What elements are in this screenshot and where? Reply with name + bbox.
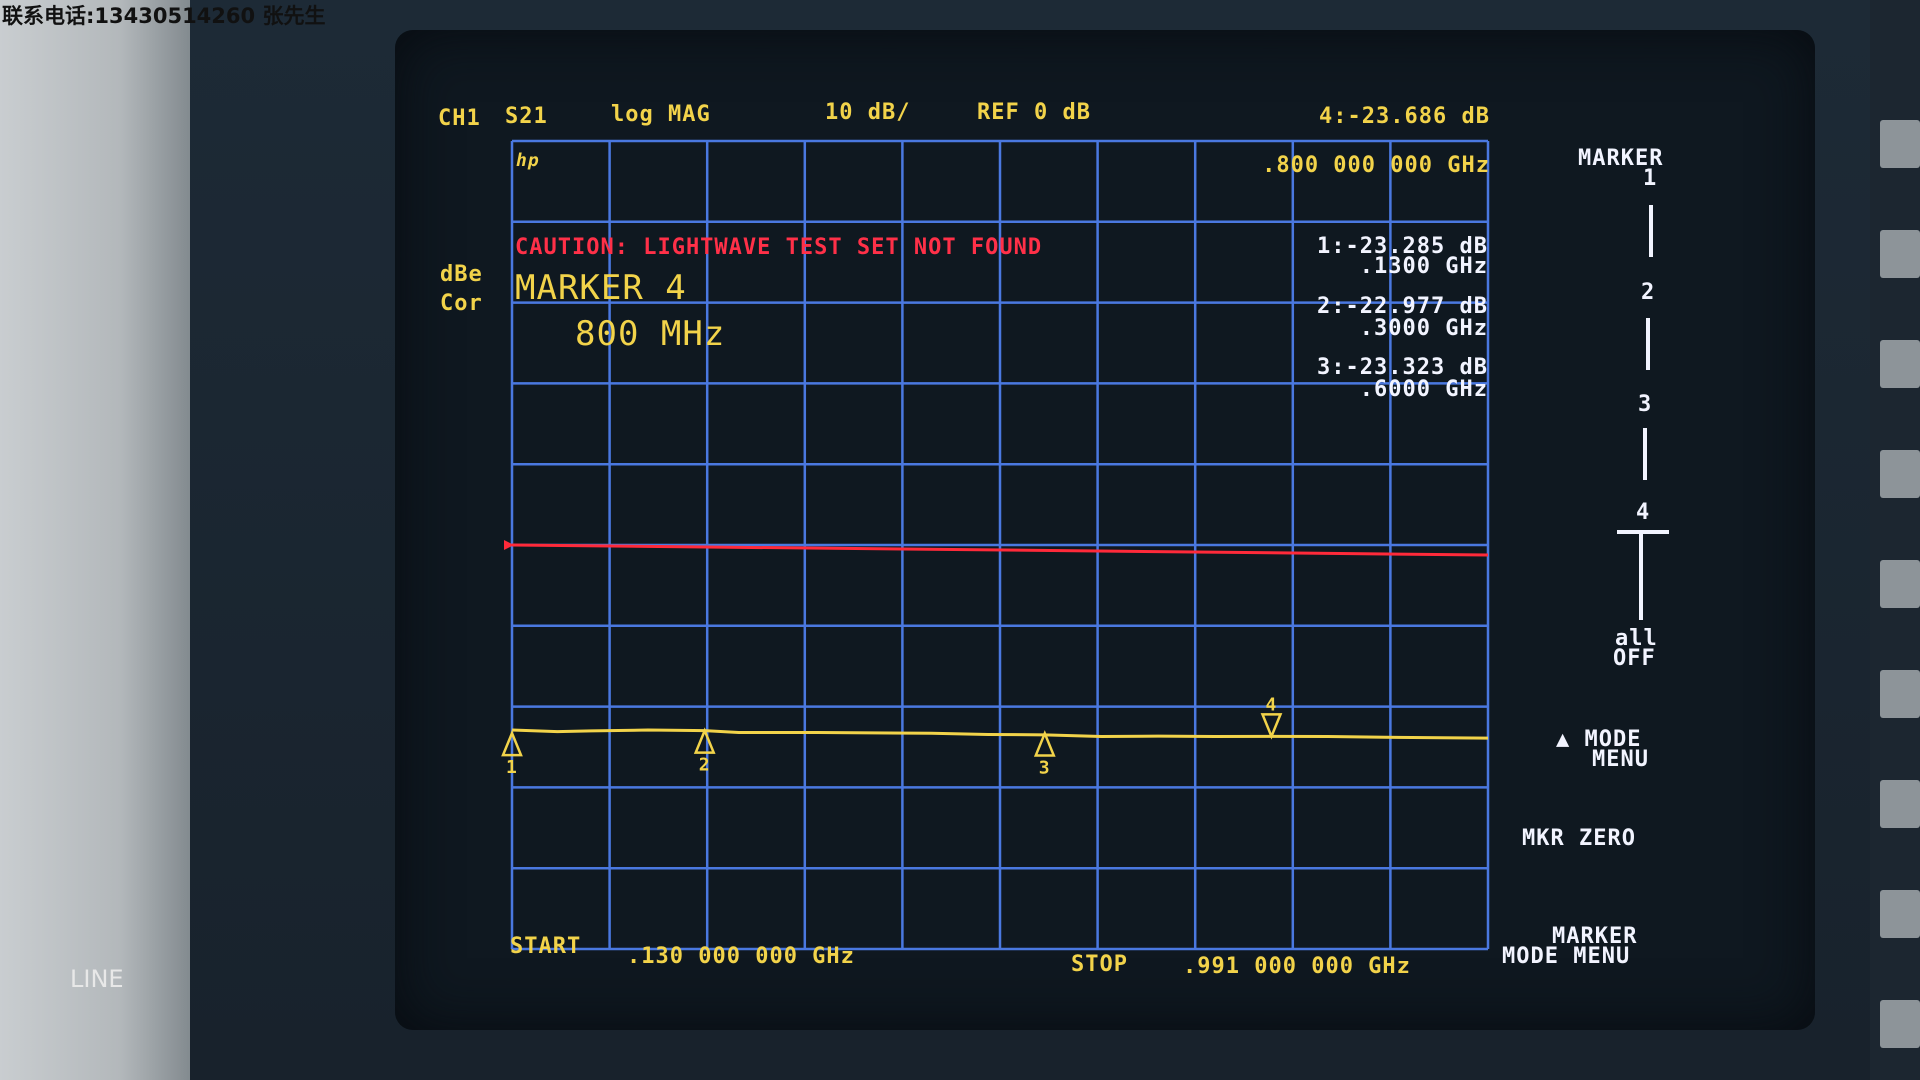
marker-3-triangle <box>1033 730 1056 757</box>
marker-2-label: 2 <box>699 755 710 776</box>
start-label: START <box>510 934 582 959</box>
entry-title: MARKER 4 <box>515 268 687 308</box>
marker-2-triangle <box>693 727 716 754</box>
active-marker-frequency: .800 000 000 GHz <box>1262 153 1490 178</box>
softkey-divider <box>1643 428 1647 480</box>
status-dbe: dBe <box>440 262 483 287</box>
softkey-marker-2[interactable]: 2 <box>1641 280 1656 305</box>
status-correction: Cor <box>440 291 483 316</box>
parameter-label: S21 <box>505 104 548 129</box>
entry-value: 800 MHz <box>575 314 726 354</box>
softkey-marker-mode-menu[interactable]: MARKER <box>1552 924 1638 949</box>
softkey-divider <box>1649 205 1653 257</box>
softkey-marker-3[interactable]: 3 <box>1638 392 1653 417</box>
active-softkey-indicator <box>1617 530 1669 534</box>
scale-label: 10 dB/ <box>825 100 911 125</box>
line-power-label: LINE <box>70 965 124 993</box>
softkey-marker-4[interactable]: 4 <box>1636 500 1651 525</box>
softkey-marker-title[interactable]: MARKER <box>1578 146 1664 171</box>
marker-3-freq: .6000 GHz <box>1359 377 1488 402</box>
softkey-button-4[interactable] <box>1880 450 1920 498</box>
marker-2-value: 2:-22.977 dB <box>1317 294 1488 319</box>
softkey-button-5[interactable] <box>1880 560 1920 608</box>
softkey-divider <box>1646 318 1650 370</box>
softkey-button-1[interactable] <box>1880 120 1920 168</box>
softkey-mode-menu[interactable]: ▲ MODE <box>1556 727 1642 752</box>
marker-4-triangle <box>1260 713 1283 740</box>
channel-label: CH1 <box>438 106 481 131</box>
marker-2-freq: .3000 GHz <box>1359 316 1488 341</box>
softkey-marker-mode-menu-label[interactable]: MODE MENU <box>1502 944 1631 969</box>
instrument-bezel-left <box>0 0 200 1080</box>
softkey-button-2[interactable] <box>1880 230 1920 278</box>
markers: 1 2 3 4 <box>501 694 1283 778</box>
softkey-button-8[interactable] <box>1880 890 1920 938</box>
softkey-divider <box>1639 534 1643 620</box>
trace-line <box>511 728 1489 740</box>
marker-1-triangle <box>501 729 523 757</box>
marker-1-freq: .1300 GHz <box>1359 254 1488 279</box>
marker-4-label: 4 <box>1265 694 1276 715</box>
start-value: .130 000 000 GHz <box>627 944 855 969</box>
marker-1-label: 1 <box>506 757 517 778</box>
stop-value: .991 000 000 GHz <box>1183 954 1411 979</box>
reference-label: REF 0 dB <box>977 100 1091 125</box>
softkey-all-off-label[interactable]: OFF <box>1613 646 1656 671</box>
active-marker-value: 4:-23.686 dB <box>1319 104 1490 129</box>
hp-logo: hp <box>516 150 540 171</box>
marker-3-value: 3:-23.323 dB <box>1317 355 1488 380</box>
caution-message: CAUTION: LIGHTWAVE TEST SET NOT FOUND <box>515 235 1043 260</box>
graticule <box>510 139 1490 951</box>
stop-label: STOP <box>1071 952 1128 977</box>
softkey-all-off[interactable]: all <box>1615 626 1658 651</box>
reference-level-line <box>511 543 1489 557</box>
reference-position-indicator <box>504 540 514 550</box>
softkey-button-3[interactable] <box>1880 340 1920 388</box>
watermark: 联系电话:13430514260 张先生 <box>2 4 326 28</box>
softkey-marker-1[interactable]: 1 <box>1643 166 1658 191</box>
format-label: log MAG <box>611 102 711 127</box>
marker-3-label: 3 <box>1039 757 1050 778</box>
crt-screen <box>395 30 1815 1030</box>
softkey-mkr-zero[interactable]: MKR ZERO <box>1522 826 1636 851</box>
softkey-mode-menu-label[interactable]: MENU <box>1592 747 1649 772</box>
softkey-button-7[interactable] <box>1880 780 1920 828</box>
marker-1-value: 1:-23.285 dB <box>1317 234 1488 259</box>
softkey-button-6[interactable] <box>1880 670 1920 718</box>
softkey-button-9[interactable] <box>1880 1000 1920 1048</box>
reference-line <box>504 540 1489 557</box>
trace <box>511 728 1489 740</box>
